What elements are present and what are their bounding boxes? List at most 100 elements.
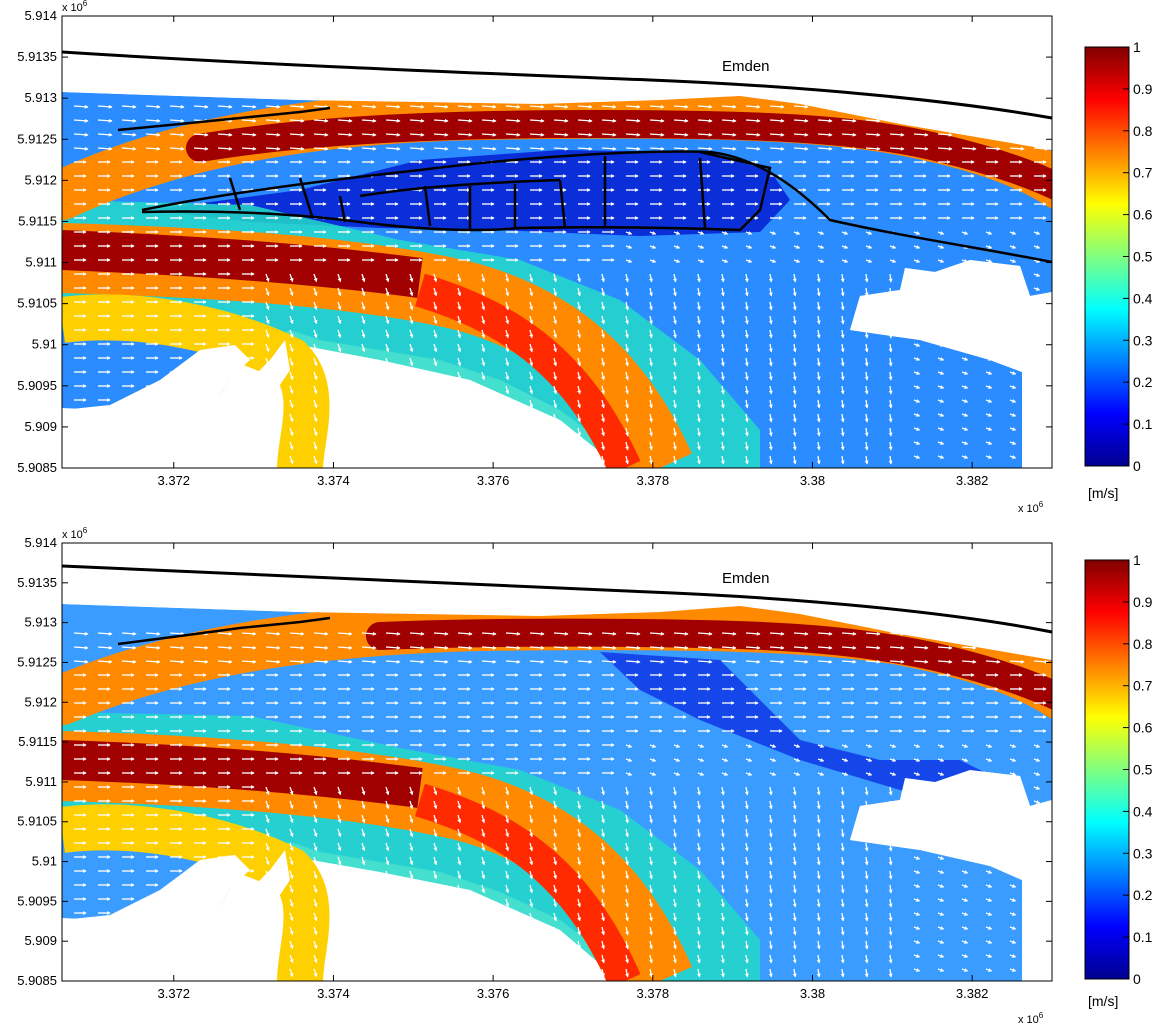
- velocity-arrow: [289, 301, 294, 311]
- velocity-arrow: [816, 371, 821, 381]
- velocity-arrow: [553, 357, 558, 367]
- velocity-arrow: [1033, 427, 1041, 431]
- velocity-arrow: [361, 287, 366, 297]
- velocity-arrow: [1033, 231, 1041, 235]
- velocity-arrow: [864, 371, 869, 381]
- velocity-arrow: [985, 343, 993, 347]
- velocity-arrow: [696, 427, 701, 437]
- velocity-arrow: [481, 287, 486, 297]
- velocity-arrow: [864, 287, 869, 297]
- velocity-arrow: [625, 259, 633, 263]
- velocity-arrow: [265, 273, 270, 283]
- y-tick-label: 5.914: [24, 535, 57, 550]
- velocity-arrow: [577, 385, 582, 395]
- velocity-arrow: [961, 315, 969, 319]
- velocity-arrow: [840, 399, 845, 409]
- velocity-arrow: [768, 329, 773, 339]
- velocity-arrow: [1033, 329, 1041, 333]
- velocity-arrow: [313, 118, 329, 123]
- velocity-arrow: [409, 357, 414, 367]
- velocity-arrow: [481, 343, 486, 353]
- velocity-arrow: [529, 413, 534, 423]
- velocity-arrow: [985, 104, 1001, 109]
- velocity-arrow: [792, 413, 797, 423]
- velocity-arrow: [769, 231, 777, 235]
- velocity-arrow: [385, 371, 390, 381]
- velocity-arrow: [457, 413, 462, 423]
- velocity-arrow: [505, 301, 510, 311]
- velocity-arrow: [361, 329, 366, 339]
- velocity-arrow: [577, 371, 582, 381]
- velocity-arrow: [865, 231, 873, 235]
- velocity-arrow: [720, 273, 725, 283]
- velocity-arrow: [313, 413, 318, 423]
- velocity-arrow: [985, 259, 993, 263]
- velocity-arrow: [697, 132, 713, 137]
- velocity-arrow: [553, 315, 558, 325]
- velocity-arrow: [457, 371, 462, 381]
- velocity-arrow: [793, 146, 809, 151]
- velocity-arrow: [769, 146, 785, 151]
- velocity-arrow: [409, 427, 414, 437]
- colorbar-gradient: [1084, 559, 1130, 980]
- southern-branch-core: [415, 273, 641, 468]
- velocity-arrow: [961, 385, 969, 389]
- velocity-arrow: [265, 441, 270, 451]
- velocity-arrow: [265, 287, 270, 297]
- velocity-arrow: [1009, 259, 1017, 263]
- velocity-arrow: [937, 399, 945, 403]
- velocity-arrow: [625, 287, 629, 297]
- velocity-arrow: [361, 441, 366, 451]
- velocity-arrow: [841, 146, 857, 151]
- colorbar-tick-label: 0.5: [1133, 762, 1153, 778]
- velocity-arrow: [601, 385, 605, 395]
- velocity-arrow: [840, 385, 845, 395]
- velocity-arrow: [409, 441, 414, 451]
- velocity-arrow: [433, 329, 438, 339]
- velocity-arrow: [505, 357, 510, 367]
- velocity-arrow: [361, 146, 377, 151]
- velocity-arrow: [768, 301, 773, 311]
- velocity-arrow: [744, 273, 749, 283]
- x-tick-label: 3.38: [800, 473, 825, 488]
- y-tick-label: 5.909: [24, 419, 57, 434]
- y-tick-label: 5.912: [24, 694, 57, 709]
- velocity-arrow: [409, 132, 425, 137]
- velocity-arrow: [1009, 231, 1017, 235]
- velocity-arrow: [720, 385, 725, 395]
- velocity-arrow: [1033, 343, 1041, 347]
- y-tick-label: 5.9115: [18, 213, 57, 228]
- velocity-arrow: [1033, 315, 1041, 319]
- velocity-arrow: [97, 104, 113, 109]
- velocity-arrow: [673, 371, 677, 381]
- velocity-arrow: [840, 427, 845, 437]
- velocity-arrow: [529, 104, 545, 109]
- velocity-arrow: [385, 118, 401, 123]
- velocity-arrow: [888, 343, 893, 353]
- velocity-arrow: [289, 329, 294, 339]
- colorbar-tick-label: 0.7: [1133, 165, 1153, 181]
- velocity-arrow: [793, 132, 809, 137]
- velocity-arrow: [433, 287, 438, 297]
- velocity-arrow: [505, 146, 521, 151]
- velocity-arrow: [601, 273, 605, 283]
- velocity-arrow: [505, 273, 510, 283]
- velocity-arrow: [913, 427, 921, 431]
- velocity-arrow: [745, 245, 753, 249]
- velocity-arrow: [744, 329, 749, 339]
- colorbar-tick-label: 0.4: [1133, 290, 1153, 306]
- velocity-arrow: [361, 315, 366, 325]
- velocity-arrow: [361, 132, 377, 137]
- velocity-arrow: [865, 259, 873, 263]
- velocity-arrow: [985, 287, 993, 291]
- velocity-arrow: [313, 427, 318, 437]
- velocity-arrow: [577, 343, 582, 353]
- velocity-arrow: [409, 301, 414, 311]
- velocity-arrow: [888, 427, 893, 437]
- velocity-arrow: [744, 315, 749, 325]
- velocity-arrow: [625, 231, 633, 235]
- velocity-arrow: [649, 413, 653, 423]
- velocity-arrow: [937, 413, 945, 417]
- velocity-arrow: [313, 399, 318, 409]
- velocity-arrow: [505, 104, 521, 109]
